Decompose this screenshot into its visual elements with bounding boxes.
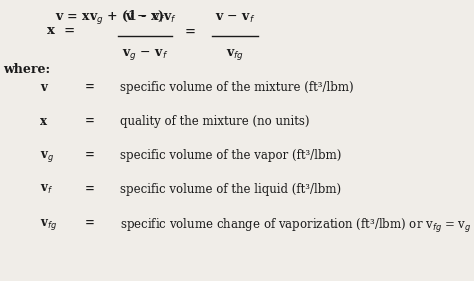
Text: specific volume change of vaporization (ft³/lbm) or v$_{fg}$ = v$_g$ - v$_f$: specific volume change of vaporization (… [120, 217, 474, 235]
Text: v $-$ v$_f$: v $-$ v$_f$ [215, 12, 255, 25]
Text: v = xv$_g$ + (1 - x)v$_f$: v = xv$_g$ + (1 - x)v$_f$ [55, 9, 177, 27]
Text: =: = [85, 81, 95, 94]
Text: v $-$ v$_f$: v $-$ v$_f$ [125, 12, 165, 25]
Text: =: = [85, 149, 95, 162]
Text: v$_{fg}$: v$_{fg}$ [226, 47, 244, 62]
Text: x: x [40, 115, 47, 128]
Text: specific volume of the mixture (ft³/lbm): specific volume of the mixture (ft³/lbm) [120, 81, 354, 94]
Text: =: = [85, 115, 95, 128]
Text: v: v [40, 81, 47, 94]
Text: quality of the mixture (no units): quality of the mixture (no units) [120, 115, 310, 128]
Text: =: = [85, 183, 95, 196]
Text: v$_{fg}$: v$_{fg}$ [40, 217, 57, 232]
Text: v$_f$: v$_f$ [40, 183, 53, 196]
Text: =: = [85, 217, 95, 230]
Text: v$_g$: v$_g$ [40, 149, 54, 164]
Text: specific volume of the liquid (ft³/lbm): specific volume of the liquid (ft³/lbm) [120, 183, 341, 196]
Text: =: = [184, 26, 195, 38]
Text: x  =: x = [47, 24, 75, 37]
Text: specific volume of the vapor (ft³/lbm): specific volume of the vapor (ft³/lbm) [120, 149, 341, 162]
Text: v$_g$ $-$ v$_f$: v$_g$ $-$ v$_f$ [122, 47, 168, 62]
Text: where:: where: [3, 63, 50, 76]
